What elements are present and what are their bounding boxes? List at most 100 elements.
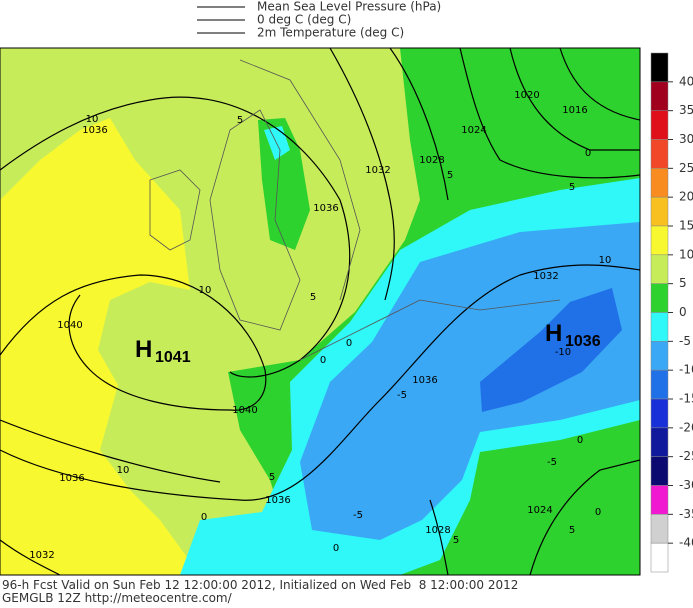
colorbar-swatch: [650, 514, 669, 544]
isobar: [0, 96, 351, 378]
colorbar-swatch: [650, 283, 669, 313]
isobar: [329, 48, 395, 301]
colorbar-label: -10: [679, 363, 693, 377]
contour-label: -10: [555, 347, 571, 358]
colorbar-label: 15: [679, 219, 693, 233]
coastline: [209, 109, 301, 331]
isobar: [389, 48, 449, 201]
contour-label: 1032: [29, 550, 54, 561]
legend-label: Mean Sea Level Pressure (hPa): [257, 0, 441, 14]
coastline: [149, 169, 201, 251]
footer-text: 96-h Fcst Valid on Sun Feb 12 12:00:00 2…: [2, 578, 518, 592]
contour-label: 1040: [57, 320, 82, 331]
isobar: [0, 274, 267, 411]
colorbar-label: 10: [679, 247, 693, 261]
contour-label: 5: [447, 170, 453, 181]
contour-label: -5: [547, 457, 557, 468]
colorbar-label: 30: [679, 132, 693, 146]
isobar: [0, 539, 61, 575]
high-value: 1041: [155, 349, 191, 366]
contour-label: 10: [117, 465, 130, 476]
contour-label: -5: [397, 390, 407, 401]
contour-label: 0: [585, 148, 591, 159]
colorbar-swatch: [650, 168, 669, 198]
contour-label: 5: [269, 472, 275, 483]
colorbar-label: 5: [679, 276, 687, 290]
colorbar-label: 25: [679, 161, 693, 175]
colorbar-swatch: [650, 427, 669, 457]
coastlines: [149, 59, 561, 361]
colorbar-label: 20: [679, 190, 693, 204]
colorbar-swatch: [650, 81, 669, 111]
contour-label: -5: [353, 510, 363, 521]
colorbar-swatch: [650, 225, 669, 256]
contour-label: 1036: [82, 125, 107, 136]
colorbar-swatch: [650, 139, 669, 169]
contour-label: 0: [346, 338, 352, 349]
isobar: [0, 419, 221, 483]
contour-label: 0: [577, 435, 583, 446]
isobar: [509, 48, 640, 151]
colorbar-swatch: [650, 52, 669, 83]
isobar: [0, 264, 640, 501]
field-0-5: [258, 118, 310, 250]
colorbar-label: -30: [679, 478, 693, 492]
colorbar-label: -5: [679, 334, 691, 348]
legend-label: 0 deg C (deg C): [257, 13, 351, 27]
contour-label: 0: [595, 507, 601, 518]
colorbar-label: -25: [679, 449, 693, 463]
contour-label: 10: [86, 114, 99, 125]
isobar: [459, 48, 640, 179]
colorbar-label: 35: [679, 103, 693, 117]
contour-label: 10: [599, 255, 612, 266]
high-value: 1036: [565, 333, 601, 350]
high-letter: H: [135, 336, 152, 363]
colorbar-label: 0: [679, 305, 687, 319]
isobar: [559, 48, 640, 121]
contour-label: 1020: [514, 90, 539, 101]
contour-label: 0: [333, 543, 339, 554]
contour-label: 5: [569, 182, 575, 193]
colorbar-swatch: [650, 196, 669, 227]
isobar: [429, 499, 449, 575]
contour-label: 5: [569, 525, 575, 536]
colorbar-label: -15: [679, 392, 693, 406]
contour-label: 1028: [425, 525, 450, 536]
isobar: [529, 459, 640, 575]
colorbar-swatch: [650, 542, 669, 573]
contour-label: 1036: [265, 495, 290, 506]
contour-label: 1036: [412, 375, 437, 386]
contour-label: 0: [320, 355, 326, 366]
map-frame: [0, 47, 641, 576]
colorbar-swatch: [650, 485, 669, 515]
contour-label: 10: [199, 285, 212, 296]
field-neg15-neg10: [480, 288, 622, 412]
colorbar-swatch: [650, 341, 669, 371]
high-letter: H: [545, 320, 562, 347]
contour-label: 1024: [527, 505, 552, 516]
map: [0, 48, 640, 575]
colorbar-label: 40: [679, 74, 693, 88]
legend-label: 2m Temperature (deg C): [257, 26, 404, 40]
colorbar-swatch: [650, 456, 669, 486]
colorbar-label: -20: [679, 420, 693, 434]
contour-label: 1032: [533, 271, 558, 282]
contour-label: 1028: [419, 155, 444, 166]
coastline: [299, 299, 561, 361]
contour-label: 1040: [232, 405, 257, 416]
colorbar-label: -35: [679, 507, 693, 521]
contour-label: 1016: [562, 105, 587, 116]
footer-text: GEMGLB 12Z http://meteocentre.com/: [2, 591, 233, 605]
contour-label: 5: [237, 115, 243, 126]
field-neg5-0: [264, 126, 290, 160]
colorbar-swatch: [650, 312, 669, 342]
colorbar-swatch: [650, 254, 669, 284]
contour-label: 0: [201, 512, 207, 523]
contour-label: 1036: [313, 203, 338, 214]
isobars: [0, 48, 640, 575]
contour-label: 5: [453, 535, 459, 546]
field-neg10-neg5: [300, 222, 640, 540]
coastline: [239, 59, 361, 301]
colorbar-swatch: [650, 398, 669, 429]
